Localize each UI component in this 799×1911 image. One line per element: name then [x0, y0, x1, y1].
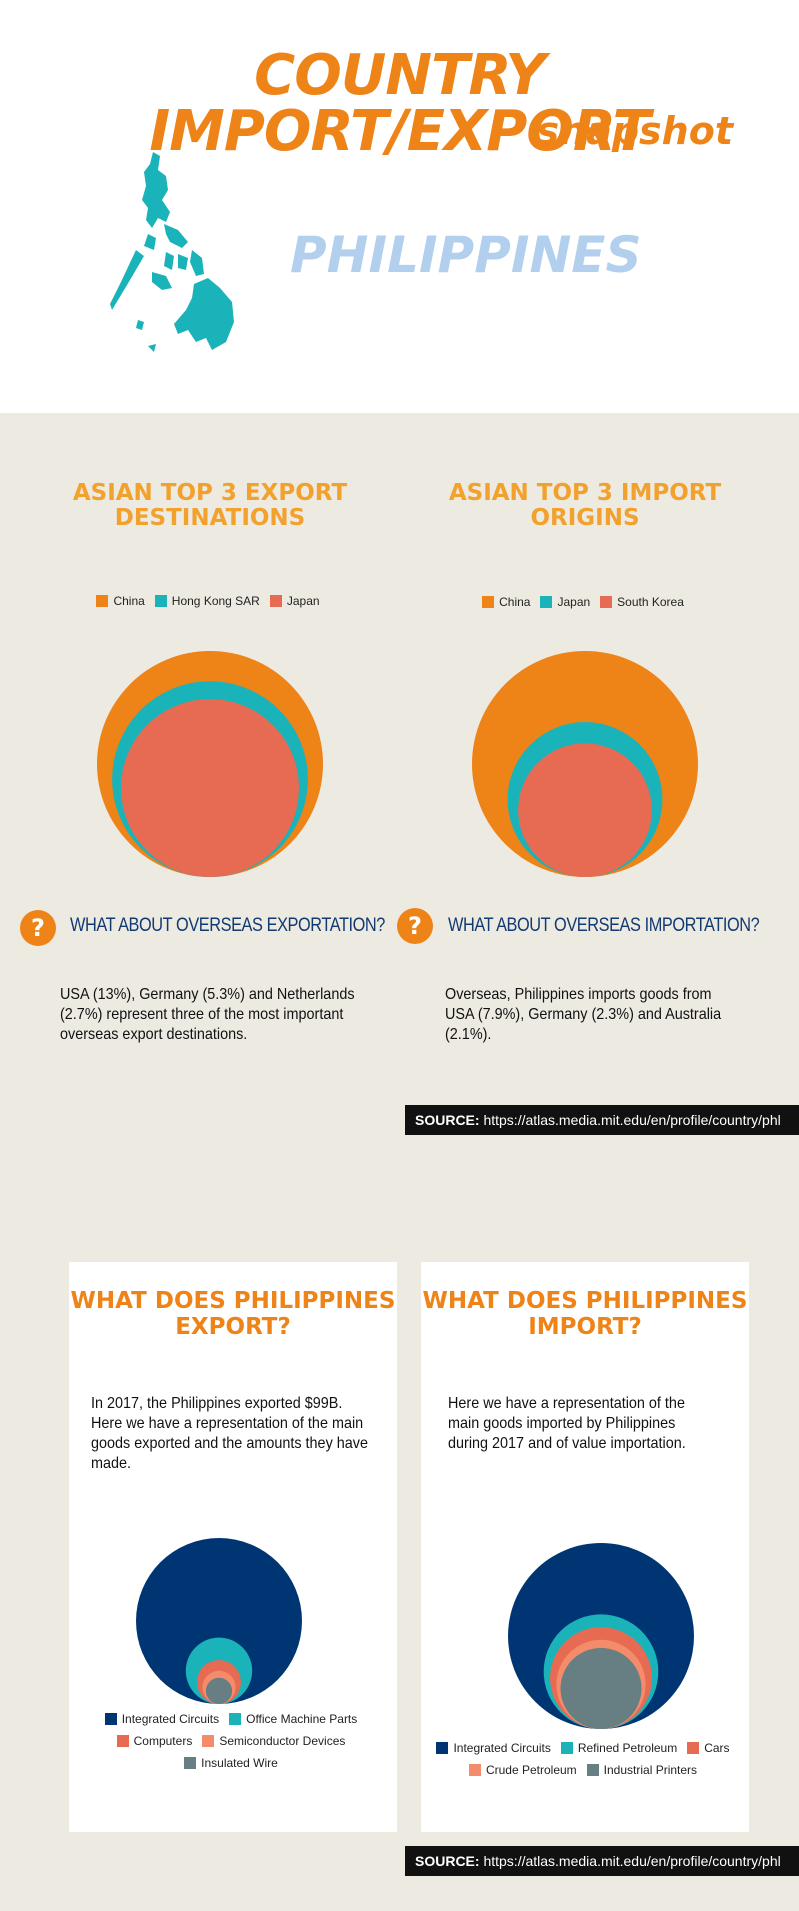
- philippines-map-icon: [110, 152, 234, 352]
- legend-swatch: [184, 1757, 197, 1769]
- source-url[interactable]: https://atlas.media.mit.edu/en/profile/c…: [483, 1853, 781, 1869]
- legend-label: Integrated Circuits: [121, 1712, 220, 1726]
- export-goods-legend: Integrated Circuits Office Machine Parts C…: [69, 1712, 397, 1770]
- asian-export-legend: China Hong Kong SAR Japan: [60, 594, 360, 608]
- legend-label: Computers: [133, 1734, 193, 1748]
- bubble-integrated-circuits: [136, 1538, 302, 1704]
- asian-export-bubble-chart: [97, 651, 323, 877]
- legend-swatch: [540, 596, 553, 608]
- legend-swatch: [229, 1713, 242, 1725]
- legend-label: Industrial Printers: [603, 1763, 698, 1777]
- legend-label: Japan: [557, 595, 591, 609]
- import-goods-legend: Integrated Circuits Refined Petroleum Cars…: [421, 1741, 749, 1777]
- legend-item: Insulated Wire: [184, 1756, 278, 1770]
- legend-swatch: [202, 1735, 215, 1747]
- source-note: SOURCE: https://atlas.media.mit.edu/en/p…: [405, 1105, 799, 1135]
- overseas-import-text: Overseas, Philippines imports goods from…: [445, 986, 722, 1043]
- legend-item: Cars: [687, 1741, 730, 1755]
- legend-item: Integrated Circuits: [104, 1712, 220, 1726]
- legend-label: South Korea: [617, 595, 684, 609]
- legend-label: Crude Petroleum: [485, 1763, 577, 1777]
- bubble-japan: [121, 699, 299, 877]
- page-subtitle: snapshot: [536, 109, 733, 153]
- asian-import-bubble-chart: [472, 651, 698, 877]
- legend-swatch: [104, 1713, 117, 1725]
- legend-swatch: [154, 595, 167, 607]
- export-question: WHAT ABOUT OVERSEAS EXPORTATION?: [70, 915, 385, 936]
- legend-item: Office Machine Parts: [229, 1712, 357, 1726]
- legend-item: South Korea: [600, 595, 684, 609]
- legend-item: Japan: [540, 595, 590, 609]
- asian-import-legend: China Japan South Korea: [435, 595, 735, 609]
- bubble-south-korea: [518, 743, 652, 877]
- legend-item: Crude Petroleum: [468, 1763, 577, 1777]
- source-url[interactable]: https://atlas.media.mit.edu/en/profile/c…: [483, 1112, 781, 1128]
- question-icon: ?: [20, 910, 56, 946]
- legend-label: Cars: [704, 1741, 730, 1755]
- legend-swatch: [560, 1742, 573, 1754]
- import-question: WHAT ABOUT OVERSEAS IMPORTATION?: [448, 915, 760, 936]
- legend-label: Japan: [286, 594, 320, 608]
- legend-swatch: [482, 596, 495, 608]
- asian-import-title: ASIAN TOP 3 IMPORT ORIGINS: [448, 480, 722, 531]
- legend-item: Japan: [269, 594, 320, 608]
- overseas-export-text: USA (13%), Germany (5.3%) and Netherland…: [60, 986, 355, 1043]
- legend-item: Integrated Circuits: [436, 1741, 551, 1755]
- legend-item: Refined Petroleum: [560, 1741, 678, 1755]
- import-card-text: Here we have a representation of the mai…: [448, 1395, 686, 1452]
- legend-swatch: [436, 1742, 449, 1754]
- legend-label: Insulated Wire: [201, 1756, 278, 1770]
- legend-label: Refined Petroleum: [577, 1741, 678, 1755]
- legend-label: China: [113, 594, 145, 608]
- question-icon: ?: [397, 908, 433, 944]
- asian-export-title: ASIAN TOP 3 EXPORT DESTINATIONS: [72, 480, 348, 531]
- legend-item: China: [482, 595, 530, 609]
- legend-label: Integrated Circuits: [453, 1741, 551, 1755]
- page-title: COUNTRY IMPORT/EXPORT: [149, 43, 650, 164]
- export-card-text: In 2017, the Philippines exported $99B. …: [91, 1395, 369, 1472]
- export-goods-bubble-chart: [136, 1538, 302, 1704]
- bubble-insulated-wire: [205, 1677, 233, 1704]
- source-label: SOURCE:: [415, 1112, 480, 1128]
- legend-swatch: [468, 1764, 481, 1776]
- country-name: PHILIPPINES: [290, 226, 642, 284]
- import-goods-bubble-chart: [508, 1543, 694, 1729]
- legend-item: Industrial Printers: [586, 1763, 698, 1777]
- legend-item: Hong Kong SAR: [154, 594, 260, 608]
- legend-swatch: [687, 1742, 700, 1754]
- legend-item: China: [96, 594, 145, 608]
- legend-swatch: [96, 595, 109, 607]
- legend-swatch: [586, 1764, 599, 1776]
- import-card-title: WHAT DOES PHILIPPINES IMPORT?: [422, 1288, 748, 1340]
- legend-swatch: [116, 1735, 129, 1747]
- legend-label: China: [499, 595, 531, 609]
- export-card-title: WHAT DOES PHILIPPINES EXPORT?: [70, 1288, 396, 1340]
- legend-item: Computers: [116, 1734, 193, 1748]
- legend-label: Office Machine Parts: [246, 1712, 358, 1726]
- legend-swatch: [600, 596, 613, 608]
- legend-label: Semiconductor Devices: [219, 1734, 346, 1748]
- source-note: SOURCE: https://atlas.media.mit.edu/en/p…: [405, 1846, 799, 1876]
- legend-item: Semiconductor Devices: [202, 1734, 345, 1748]
- bubble-industrial-printers: [560, 1647, 642, 1729]
- legend-swatch: [269, 595, 282, 607]
- legend-label: Hong Kong SAR: [171, 594, 260, 608]
- source-label: SOURCE:: [415, 1853, 480, 1869]
